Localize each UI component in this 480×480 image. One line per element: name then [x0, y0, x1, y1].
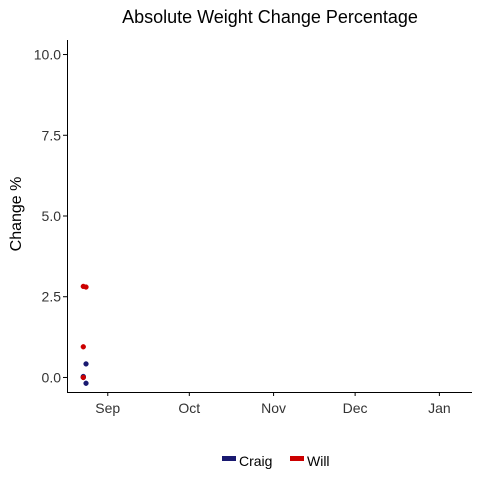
y-axis-title: Change %	[8, 177, 25, 252]
y-ticks: 0.0 2.5 5.0 7.5 10.0	[34, 47, 67, 385]
y-tick-label: 2.5	[42, 289, 62, 305]
data-points	[80, 283, 89, 386]
y-tick-label: 5.0	[42, 208, 62, 224]
x-tick-label: Oct	[178, 400, 200, 416]
x-tick-label: Dec	[343, 400, 368, 416]
chart-title: Absolute Weight Change Percentage	[122, 7, 418, 27]
x-ticks: Sep Oct Nov Dec Jan	[95, 392, 451, 416]
data-point-will	[80, 344, 86, 350]
data-point-craig	[83, 361, 89, 367]
legend-key-craig	[222, 456, 236, 461]
legend-label-will: Will	[307, 453, 330, 469]
legend: Craig Will	[222, 453, 330, 469]
y-tick-label: 7.5	[42, 127, 62, 143]
y-tick-label: 0.0	[42, 369, 62, 385]
legend-label-craig: Craig	[239, 453, 272, 469]
data-point-will	[83, 284, 89, 290]
data-point-will	[80, 374, 86, 381]
x-tick-label: Nov	[261, 400, 286, 416]
y-tick-label: 10.0	[34, 47, 61, 63]
x-tick-label: Sep	[95, 400, 120, 416]
legend-key-will	[290, 456, 304, 461]
data-point-craig	[83, 380, 89, 386]
x-tick-label: Jan	[428, 400, 451, 416]
